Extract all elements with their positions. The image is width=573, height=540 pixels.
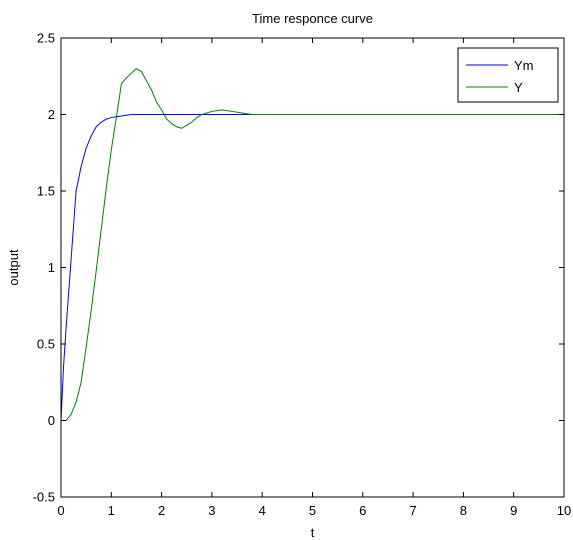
legend-label: Ym [514,58,534,73]
x-tick-label: 8 [460,503,467,518]
y-tick-label: 1 [48,260,55,275]
y-axis-label: output [6,249,21,286]
x-tick-label: 1 [108,503,115,518]
x-tick-label: 7 [409,503,416,518]
chart-title: Time responce curve [252,11,373,26]
x-tick-label: 9 [510,503,517,518]
legend-box [457,47,559,103]
series-layer [60,67,564,421]
x-axis-label: t [311,525,315,540]
plot-area [61,38,564,497]
x-tick-label: 6 [359,503,366,518]
legend: Ym Y [457,47,559,103]
y-tick-label: 2 [48,107,55,122]
y-tick-label: -0.5 [33,490,55,505]
x-tick-label: 5 [309,503,316,518]
x-tick-label: 4 [259,503,266,518]
tick-layer: 0 1 2 3 4 5 6 7 8 9 10-0.500.511.522.5 [33,31,572,519]
y-tick-label: 0 [48,413,55,428]
x-tick-label: 2 [158,503,165,518]
series-line-y [61,67,564,421]
x-tick-label: 10 [557,503,571,518]
y-tick-label: 0.5 [37,337,55,352]
legend-label: Y [514,80,523,95]
y-tick-label: 1.5 [37,184,55,199]
x-tick-label: 3 [208,503,215,518]
y-tick-label: 2.5 [37,31,55,46]
x-tick-label: 0 [57,503,64,518]
